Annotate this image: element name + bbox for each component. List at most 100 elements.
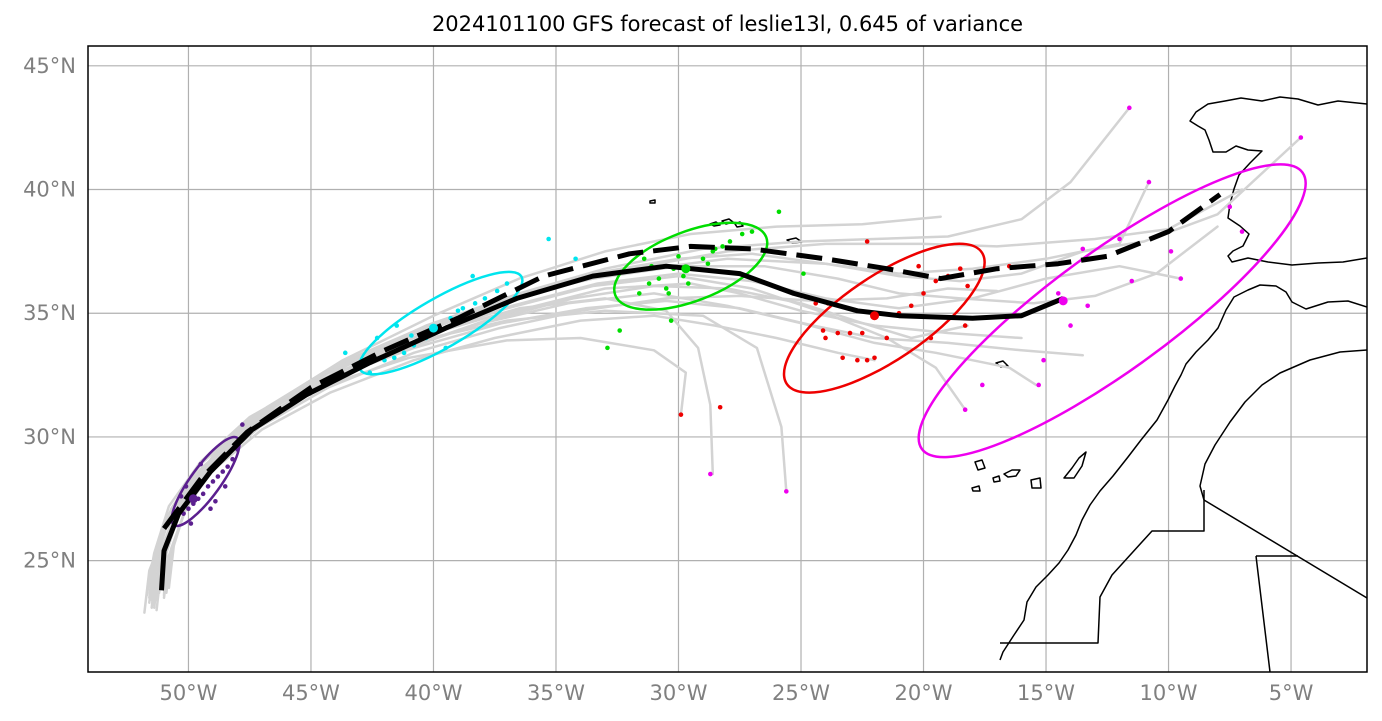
cluster-point-cyan (455, 308, 461, 314)
cluster-point-red (717, 404, 723, 410)
coastline-map (649, 96, 1367, 672)
cluster-point-magenta (1036, 382, 1041, 388)
coastline-iberia (1189, 96, 1367, 266)
cluster-point-cyan (470, 273, 475, 279)
cluster-point-magenta (962, 407, 968, 413)
cluster-point-red (928, 335, 934, 341)
x-tick-label: 50°W (159, 681, 217, 705)
island-canary-5 (1030, 477, 1042, 489)
x-tick-label: 45°W (282, 681, 340, 705)
x-tick-label: 30°W (649, 681, 707, 705)
cluster-point-red (855, 357, 860, 363)
border-mauritania-north (1203, 499, 1367, 599)
island-azores-1 (649, 199, 656, 204)
cluster-point-cyan (546, 236, 551, 242)
cluster-point-purple (208, 506, 213, 511)
ensemble-track (148, 284, 969, 604)
cluster-point-purple (198, 461, 204, 467)
ensemble-track (150, 299, 1085, 602)
cluster-point-purple (178, 494, 184, 499)
x-tick-label: 40°W (404, 681, 462, 705)
cluster-ellipse-magenta (917, 163, 1307, 459)
cluster-point-purple (213, 498, 218, 504)
cluster-point-magenta (1146, 179, 1152, 185)
cluster-point-green (720, 244, 725, 249)
cluster-point-green (685, 281, 691, 286)
x-axis: 50°W 45°W 40°W 35°W 30°W 25°W 20°W 15°W 10°W 5°W (159, 681, 1313, 705)
cluster-point-green (641, 256, 647, 262)
forecast-tracks (159, 192, 1222, 591)
x-tick-label: 5°W (1269, 681, 1314, 705)
cluster-point-magenta (1085, 303, 1090, 309)
cluster-point-red (847, 330, 853, 336)
cluster-point-red (933, 278, 939, 284)
cluster-means (188, 264, 1068, 504)
cluster-point-red (835, 330, 841, 336)
cluster-point-cyan (394, 323, 400, 328)
cluster-point-magenta (784, 489, 789, 494)
y-axis: 25°N 30°N 35°N 40°N 45°N (23, 54, 76, 573)
cluster-point-magenta (1127, 105, 1132, 111)
cluster-point-magenta (1129, 278, 1135, 284)
border-western-sahara (1000, 490, 1205, 644)
cluster-point-green (700, 256, 706, 262)
cluster-point-magenta (1168, 249, 1174, 254)
cluster-point-red (916, 263, 921, 269)
cluster-point-green (727, 239, 733, 244)
track-solid (159, 263, 1065, 591)
cluster-point-cyan (342, 350, 348, 356)
cluster-point-green (656, 276, 662, 281)
ensemble-track (157, 136, 1303, 595)
cluster-point-red (921, 291, 926, 296)
cluster-point-magenta (1239, 229, 1245, 234)
ensemble-track (160, 225, 1219, 587)
cluster-point-green (666, 291, 671, 296)
x-tick-label: 15°W (1017, 681, 1075, 705)
cluster-point-red (864, 239, 870, 244)
chart-title: 2024101100 GFS forecast of leslie13l, 0.… (431, 12, 1024, 36)
cluster-point-purple (188, 521, 194, 526)
cluster-point-red (840, 355, 845, 361)
cluster-point-purple (186, 506, 191, 511)
gridlines (88, 46, 1367, 672)
cluster-point-green (636, 291, 642, 296)
cluster-point-red (884, 335, 890, 341)
coastline-africa (999, 284, 1367, 661)
ensemble-track (162, 297, 715, 597)
cluster-point-magenta (1068, 323, 1073, 328)
cluster-point-magenta (708, 471, 713, 477)
cluster-point-cyan (391, 355, 397, 361)
x-tick-label: 35°W (527, 681, 585, 705)
cluster-point-magenta (980, 382, 985, 388)
cluster-ellipses (170, 163, 1307, 528)
cluster-ellipse-red (782, 242, 986, 394)
cluster-points (178, 105, 1304, 526)
cluster-point-cyan (401, 350, 407, 356)
cluster-point-red (864, 357, 870, 363)
island-canary-1 (974, 459, 986, 471)
cluster-mean-purple (188, 494, 198, 504)
x-tick-label: 25°W (772, 681, 830, 705)
x-tick-label: 10°W (1140, 681, 1198, 705)
cluster-point-purple (215, 474, 221, 479)
cluster-point-magenta (1055, 291, 1061, 296)
cluster-point-green (676, 254, 681, 259)
island-canary-3 (992, 475, 1001, 483)
cluster-mean-cyan (428, 323, 438, 333)
cluster-point-magenta (1117, 236, 1122, 242)
ensemble-tracks (143, 106, 1303, 614)
cluster-point-purple (240, 422, 245, 427)
cluster-point-purple (205, 484, 211, 489)
cluster-point-magenta (1178, 276, 1184, 281)
cluster-point-red (823, 335, 828, 341)
cluster-point-cyan (460, 305, 466, 311)
cluster-point-purple (200, 491, 206, 497)
plot-frame (87, 45, 1368, 673)
cluster-mean-green (681, 264, 691, 274)
cluster-point-green (739, 231, 745, 237)
cluster-point-red (962, 323, 968, 328)
cluster-point-cyan (573, 256, 578, 262)
border-morocco-algeria (1199, 349, 1367, 501)
cluster-point-cyan (494, 288, 500, 294)
cluster-point-red (957, 266, 963, 271)
